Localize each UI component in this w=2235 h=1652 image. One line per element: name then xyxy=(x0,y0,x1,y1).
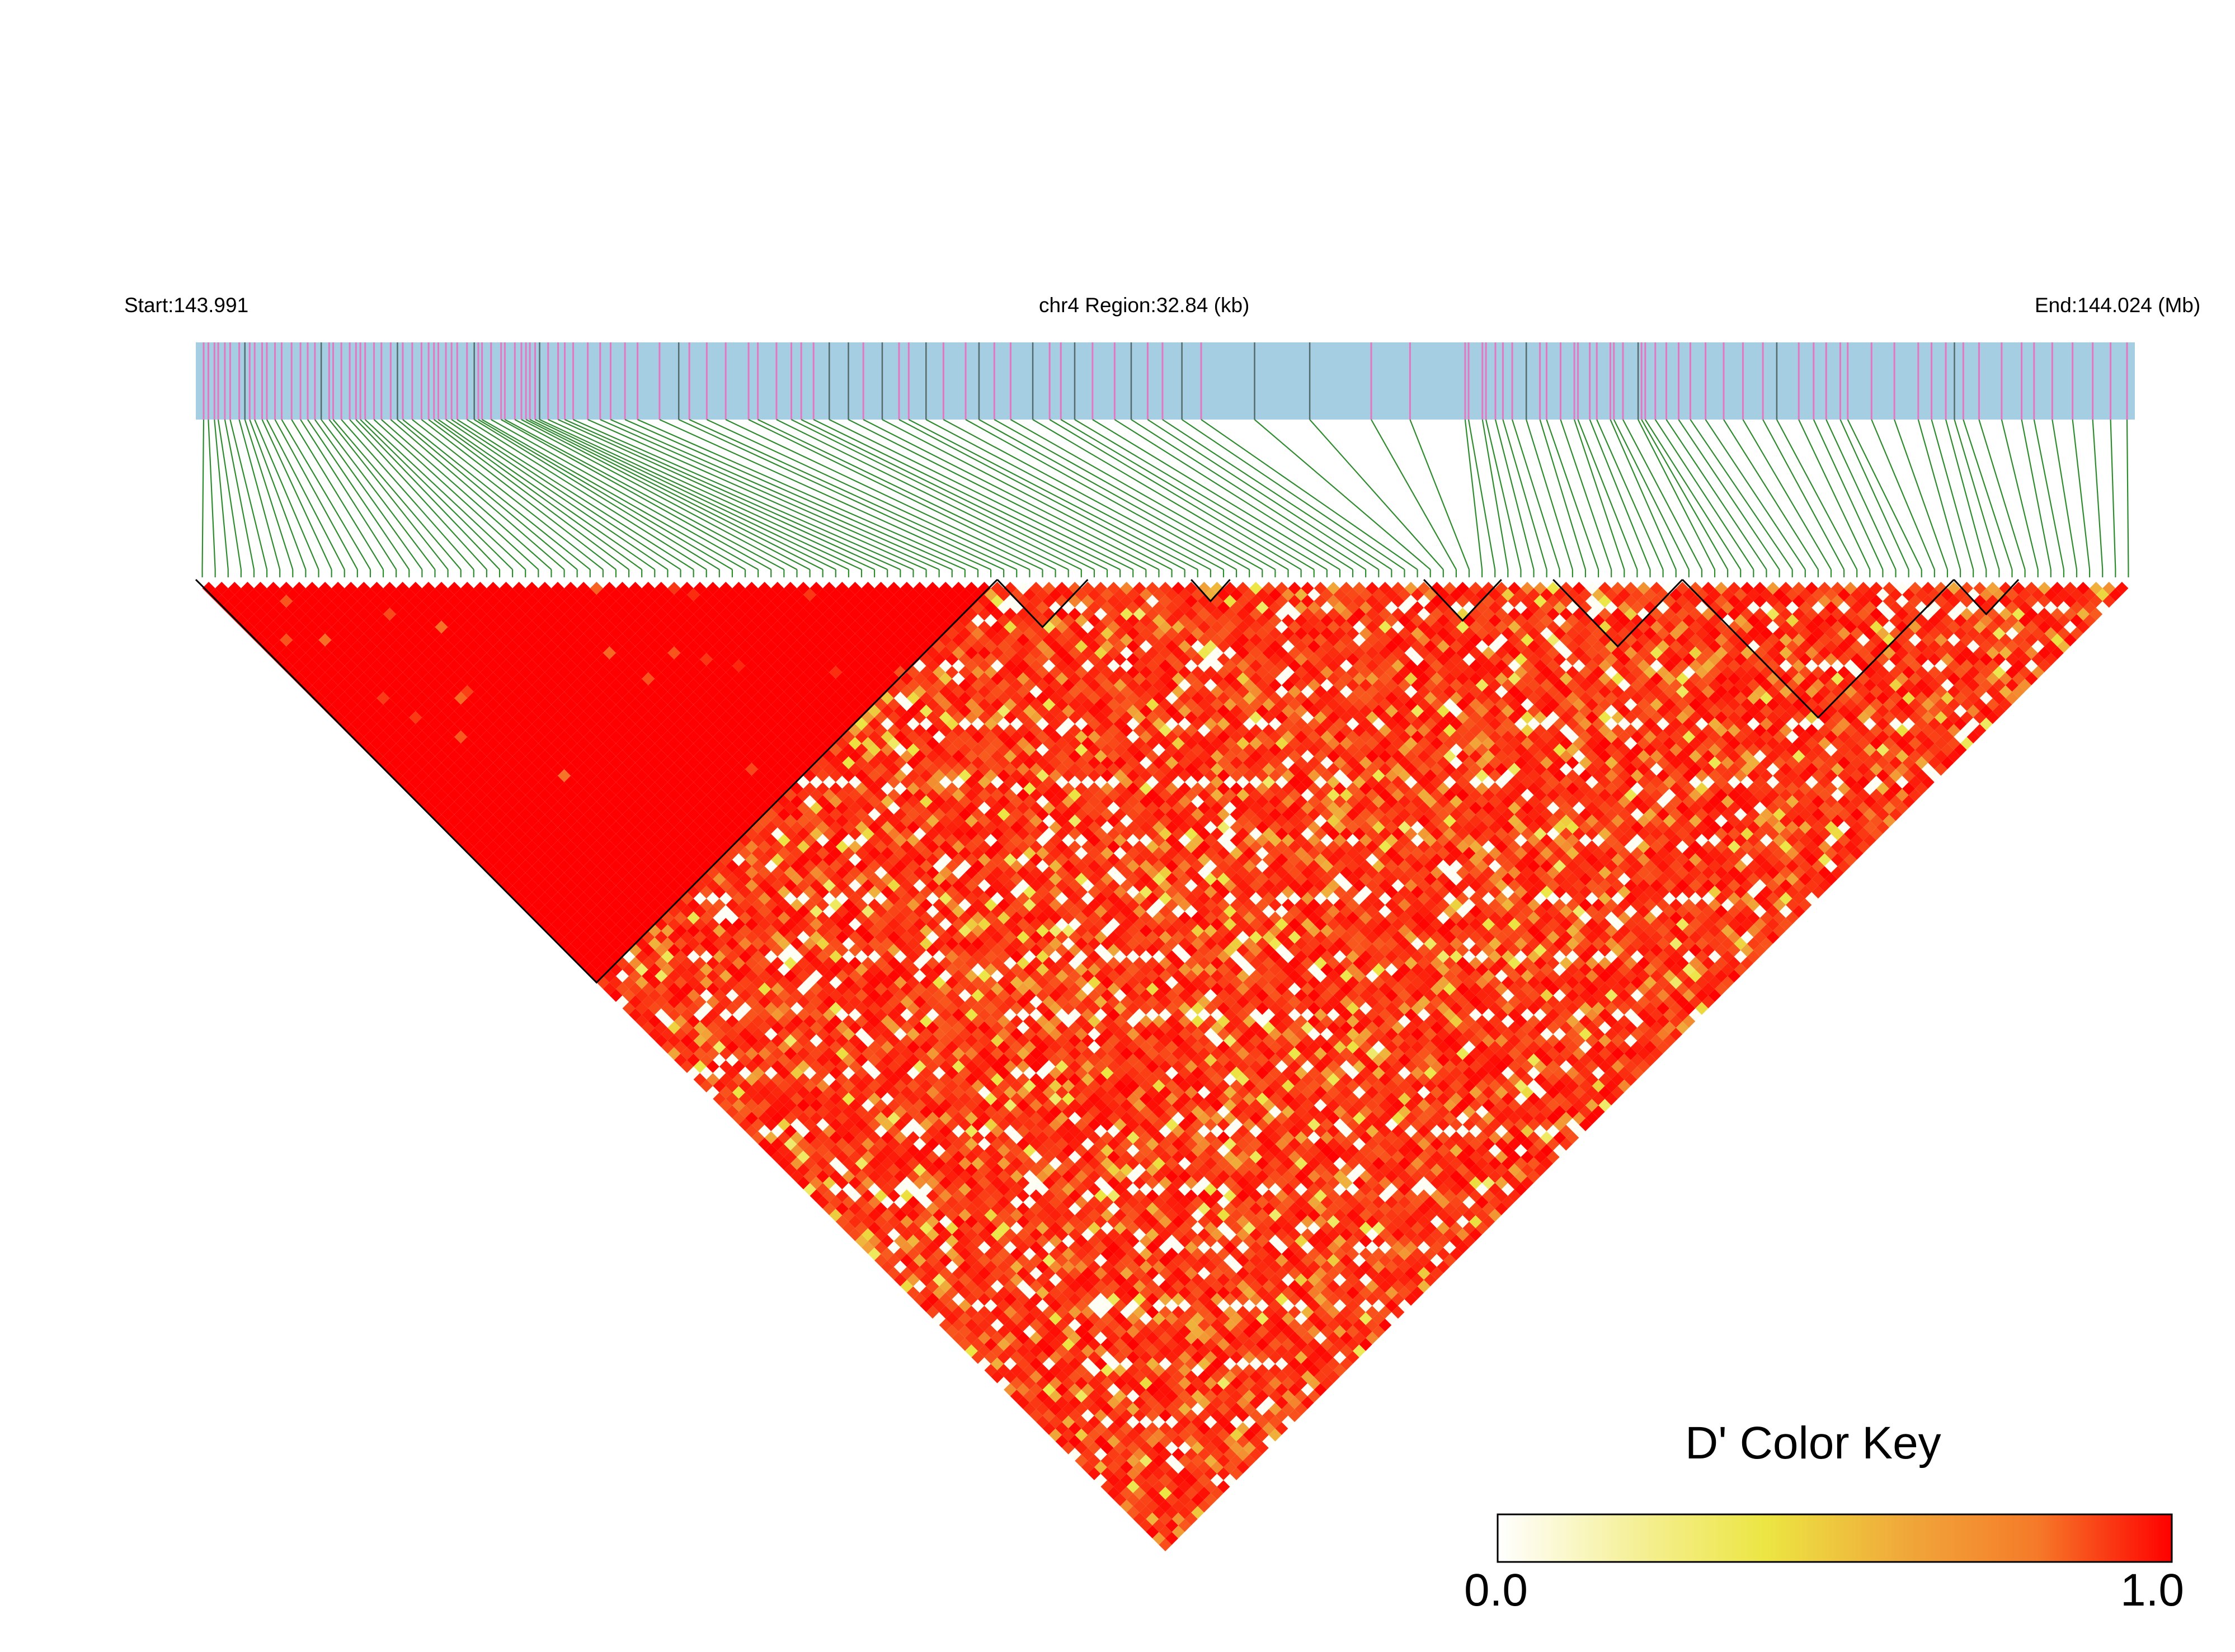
snp-connector xyxy=(239,420,280,570)
snp-connector xyxy=(451,420,680,570)
snp-connector xyxy=(1979,420,2025,570)
snp-connector xyxy=(1560,420,1611,570)
snp-connector xyxy=(1503,420,1546,570)
snp-connector xyxy=(1614,420,1689,570)
snp-connector xyxy=(300,420,396,570)
snp-connector xyxy=(1255,420,1431,570)
snp-connector xyxy=(374,420,539,570)
snp-connector xyxy=(2111,420,2116,570)
snp-connector xyxy=(1840,420,1908,570)
snp-connector xyxy=(1743,420,1831,570)
snp-connector xyxy=(1465,420,1482,570)
snp-connector xyxy=(1512,420,1560,570)
snp-connector xyxy=(1690,420,1792,570)
snp-connector xyxy=(1666,420,1766,570)
snp-connector xyxy=(1641,420,1728,570)
snp-connector xyxy=(1546,420,1598,570)
snp-connector xyxy=(203,420,204,570)
snp-connector xyxy=(1954,420,1999,570)
snp-track xyxy=(196,342,2135,420)
snp-connector xyxy=(1526,420,1573,570)
snp-connector xyxy=(230,420,267,570)
snp-connector xyxy=(909,420,1197,570)
snp-connector xyxy=(1706,420,1805,570)
snp-connector xyxy=(1578,420,1638,570)
snp-connector xyxy=(1033,420,1288,570)
snp-connector xyxy=(245,420,293,570)
snp-connector xyxy=(1540,420,1585,570)
snp-connector xyxy=(275,420,357,570)
snp-connector-lines xyxy=(203,420,2129,577)
snp-connector xyxy=(1075,420,1327,570)
snp-connector xyxy=(1483,420,1508,570)
snp-connector xyxy=(1777,420,1857,570)
snp-connector xyxy=(1597,420,1663,570)
snp-connector xyxy=(208,420,215,570)
ld-heatmap xyxy=(203,582,2129,1551)
snp-connector xyxy=(2127,420,2128,570)
snp-connector xyxy=(565,420,901,570)
snp-connector xyxy=(1495,420,1534,570)
snp-connector xyxy=(521,420,810,570)
snp-connector xyxy=(308,420,409,570)
snp-connector xyxy=(1638,420,1715,570)
snp-connector xyxy=(360,420,512,570)
snp-connector xyxy=(2002,420,2038,570)
snp-connector xyxy=(1963,420,2012,570)
snp-connector xyxy=(1655,420,1754,570)
snp-connector xyxy=(2034,420,2064,570)
snp-connector xyxy=(600,420,939,570)
snp-connector xyxy=(429,420,629,570)
snp-connector xyxy=(478,420,732,570)
snp-connector xyxy=(2073,420,2090,570)
snp-connector xyxy=(1410,420,1469,570)
snp-connector xyxy=(315,420,422,570)
snp-connector xyxy=(403,420,590,570)
snp-connector xyxy=(2093,420,2103,570)
snp-connector xyxy=(1678,420,1779,570)
snp-connector xyxy=(540,420,862,570)
snp-connector xyxy=(1623,420,1702,570)
snp-connector xyxy=(2052,420,2077,570)
snp-connector xyxy=(1814,420,1883,570)
snp-connector xyxy=(2022,420,2051,570)
snp-connector xyxy=(526,420,823,570)
snp-connector xyxy=(281,420,370,570)
snp-connector xyxy=(1645,420,1740,570)
snp-connector xyxy=(726,420,1042,570)
snp-connector xyxy=(501,420,771,570)
snp-connector xyxy=(535,420,848,570)
snp-connector xyxy=(397,420,577,570)
